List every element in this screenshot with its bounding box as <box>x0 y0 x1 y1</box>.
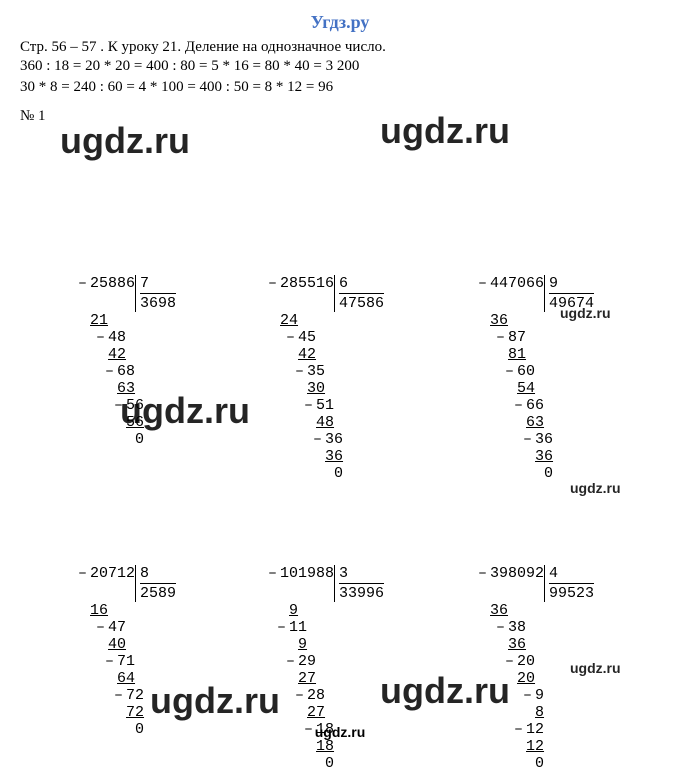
division-step: – 45 <box>280 329 384 346</box>
division-step: 81 <box>490 346 594 363</box>
divisor: 4 <box>549 565 594 584</box>
division-step: – 29 <box>280 653 384 670</box>
divisor: 6 <box>339 275 384 294</box>
division-step: 30 <box>280 380 384 397</box>
division-step: – 68 <box>90 363 176 380</box>
division-step: – 87 <box>490 329 594 346</box>
long-division: –101988333996 9– 11 9– 29 27– 28 27– 18 … <box>280 565 384 772</box>
dividend: 101988 <box>280 565 334 582</box>
divisor-quotient-block: 647586 <box>334 275 384 312</box>
division-step: – 38 <box>490 619 594 636</box>
quotient: 2589 <box>140 584 176 602</box>
division-step: 18 <box>280 738 384 755</box>
watermark: ugdz.ru <box>570 480 621 496</box>
long-division: –28551664758624– 45 42– 35 30– 51 48– 36… <box>280 275 384 482</box>
division-step: 63 <box>490 414 594 431</box>
dividend: 25886 <box>90 275 135 292</box>
divisor: 8 <box>140 565 176 584</box>
page-subtitle: Стр. 56 – 57 . К уроку 21. Деление на од… <box>0 33 680 56</box>
division-step: 42 <box>90 346 176 363</box>
division-step: – 66 <box>490 397 594 414</box>
division-step: – 51 <box>280 397 384 414</box>
quotient: 33996 <box>339 584 384 602</box>
division-step: 24 <box>280 312 384 329</box>
division-step: 27 <box>280 670 384 687</box>
division-step: – 36 <box>280 431 384 448</box>
divisor-quotient-block: 73698 <box>135 275 176 312</box>
division-step: 0 <box>280 755 384 772</box>
watermark: ugdz.ru <box>570 660 621 676</box>
division-step: 0 <box>90 431 176 448</box>
footer-watermark: ugdz.ru <box>0 724 680 740</box>
divisor: 7 <box>140 275 176 294</box>
divisor-quotient-block: 82589 <box>135 565 176 602</box>
division-step: 54 <box>490 380 594 397</box>
division-step: 36 <box>280 448 384 465</box>
divisor-quotient-block: 499523 <box>544 565 594 602</box>
division-step: – 47 <box>90 619 176 636</box>
division-step: – 48 <box>90 329 176 346</box>
division-step: – 71 <box>90 653 176 670</box>
division-step: – 28 <box>280 687 384 704</box>
divisor: 3 <box>339 565 384 584</box>
site-header: Угдз.ру <box>0 0 680 33</box>
dividend: 20712 <box>90 565 135 582</box>
dividend: 398092 <box>490 565 544 582</box>
division-step: 9 <box>280 636 384 653</box>
dividend: 285516 <box>280 275 334 292</box>
watermark: ugdz.ru <box>150 680 280 722</box>
equation-line-1: 360 : 18 = 20 * 20 = 400 : 80 = 5 * 16 =… <box>0 56 680 77</box>
division-step: 36 <box>490 448 594 465</box>
dividend: 447066 <box>490 275 544 292</box>
divisor: 9 <box>549 275 594 294</box>
division-step: 40 <box>90 636 176 653</box>
division-step: 16 <box>90 602 176 619</box>
division-step: – 11 <box>280 619 384 636</box>
watermark: ugdz.ru <box>560 305 611 321</box>
division-step: 9 <box>280 602 384 619</box>
division-step: 0 <box>490 755 594 772</box>
division-step: 12 <box>490 738 594 755</box>
divisor-quotient-block: 333996 <box>334 565 384 602</box>
division-step: 36 <box>490 602 594 619</box>
division-step: 48 <box>280 414 384 431</box>
division-step: 27 <box>280 704 384 721</box>
watermark: ugdz.ru <box>60 120 190 162</box>
quotient: 99523 <box>549 584 594 602</box>
watermark: ugdz.ru <box>120 390 250 432</box>
division-step: – 60 <box>490 363 594 380</box>
quotient: 3698 <box>140 294 176 312</box>
division-step: 0 <box>280 465 384 482</box>
division-step: – 36 <box>490 431 594 448</box>
watermark: ugdz.ru <box>380 670 510 712</box>
watermark: ugdz.ru <box>380 110 510 152</box>
quotient: 47586 <box>339 294 384 312</box>
equation-line-2: 30 * 8 = 240 : 60 = 4 * 100 = 400 : 50 =… <box>0 77 680 98</box>
division-step: 42 <box>280 346 384 363</box>
division-step: 21 <box>90 312 176 329</box>
division-step: – 35 <box>280 363 384 380</box>
division-step: 36 <box>490 636 594 653</box>
